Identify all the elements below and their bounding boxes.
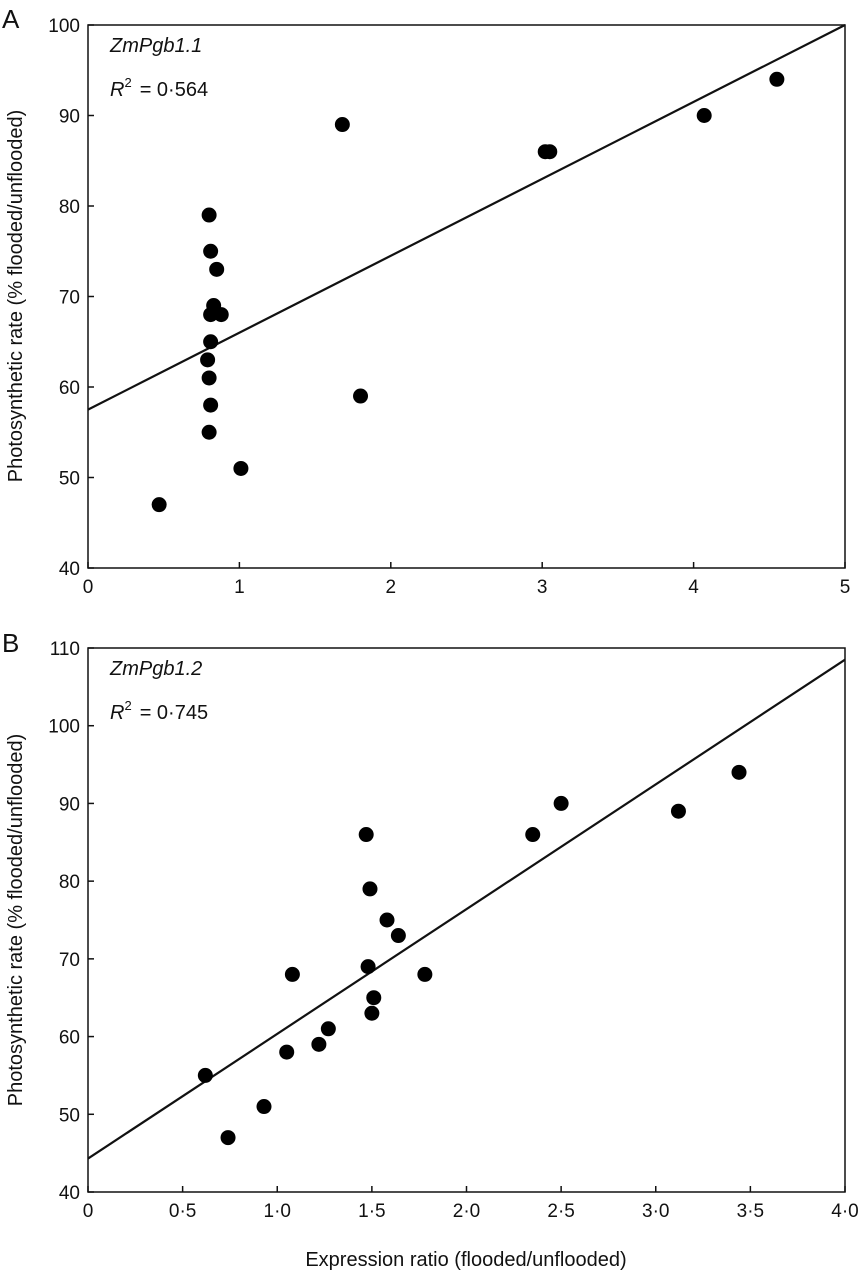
x-tick-label: 3·5 [737, 1201, 764, 1222]
data-point [417, 966, 433, 982]
data-point [362, 881, 378, 897]
r2-superscript: 2 [124, 75, 131, 90]
r2-value: = 0·564 [140, 79, 208, 101]
x-tick-label: 2·0 [453, 1201, 480, 1222]
data-point [203, 334, 219, 350]
x-tick-label: 3·0 [642, 1201, 669, 1222]
data-point [201, 370, 217, 386]
y-tick-label: 40 [59, 559, 80, 580]
panel-b-r2: R2 = 0·745 [110, 698, 208, 724]
y-tick-label: 60 [59, 1028, 80, 1049]
y-tick-label: 80 [59, 197, 80, 218]
x-tick-label: 0 [83, 1201, 94, 1222]
data-point [284, 966, 300, 982]
data-point [553, 795, 569, 811]
y-tick-label: 80 [59, 872, 80, 893]
r2-value: = 0·745 [140, 702, 208, 724]
x-tick-label: 0·5 [169, 1201, 196, 1222]
data-point [201, 207, 217, 223]
data-point [203, 307, 219, 323]
data-point [366, 990, 382, 1006]
y-tick-label: 40 [59, 1183, 80, 1204]
y-tick-label: 100 [48, 717, 80, 738]
x-tick-label: 1·0 [264, 1201, 291, 1222]
panel-b: B ZmPgb1.2 R2 = 0·745 Photosynthetic rate… [2, 628, 859, 1271]
data-point [203, 397, 219, 413]
r2-symbol: R [110, 79, 124, 101]
data-point [220, 1130, 236, 1146]
data-point [151, 497, 167, 513]
data-point [201, 424, 217, 440]
data-point [320, 1021, 336, 1037]
y-tick-label: 90 [59, 107, 80, 128]
data-point [311, 1036, 327, 1052]
panel-b-label: B [2, 628, 19, 658]
plot-frame [87, 647, 846, 1193]
panel-a-label: A [2, 4, 20, 34]
y-tick-label: 100 [48, 16, 80, 37]
data-point [542, 144, 558, 160]
r2-symbol: R [110, 702, 124, 724]
data-point [696, 108, 712, 123]
data-point [197, 1067, 213, 1083]
x-tick-label: 5 [840, 577, 851, 598]
data-point [233, 460, 249, 476]
data-point [390, 928, 406, 944]
data-point [203, 243, 219, 259]
x-tick-label: 4·0 [831, 1201, 858, 1222]
panel-a: A ZmPgb1.1 R2 = 0·564 Photosynthetic rate… [2, 4, 850, 598]
x-tick-label: 2·5 [547, 1201, 574, 1222]
panel-a-y-axis-label: Photosynthetic rate (% flooded/unflooded… [5, 110, 27, 482]
data-point [279, 1044, 295, 1060]
regression-line [87, 658, 846, 1160]
x-tick-label: 0 [83, 577, 94, 598]
data-point [379, 912, 395, 928]
y-tick-label: 110 [50, 639, 80, 660]
y-tick-label: 70 [59, 288, 80, 309]
x-tick-label: 4 [688, 577, 699, 598]
x-tick-label: 1 [234, 577, 245, 598]
data-point [670, 803, 686, 819]
data-point [209, 261, 225, 277]
plot-frame [87, 24, 846, 569]
y-tick-label: 50 [59, 469, 80, 490]
y-tick-label: 50 [59, 1105, 80, 1126]
x-axis-label: Expression ratio (flooded/unflooded) [305, 1249, 626, 1271]
data-point [525, 827, 541, 843]
data-point [360, 959, 376, 975]
data-point [769, 71, 785, 87]
data-point [213, 307, 229, 323]
r2-superscript: 2 [124, 698, 131, 713]
y-tick-label: 70 [59, 950, 80, 971]
y-tick-label: 90 [59, 794, 80, 815]
panel-b-y-axis-label: Photosynthetic rate (% flooded/unflooded… [5, 734, 27, 1106]
y-tick-label: 60 [59, 378, 80, 399]
x-tick-label: 1·5 [358, 1201, 385, 1222]
data-point [256, 1099, 272, 1115]
data-point [353, 388, 369, 404]
data-point [200, 352, 216, 368]
panel-a-gene-label: ZmPgb1.1 [109, 35, 202, 57]
panel-a-r2: R2 = 0·564 [110, 75, 208, 101]
data-point [364, 1005, 380, 1021]
data-point [731, 764, 747, 780]
data-point [334, 117, 350, 133]
x-tick-label: 3 [537, 577, 548, 598]
panel-b-gene-label: ZmPgb1.2 [109, 658, 202, 680]
data-point [358, 827, 374, 843]
x-tick-label: 2 [386, 577, 397, 598]
